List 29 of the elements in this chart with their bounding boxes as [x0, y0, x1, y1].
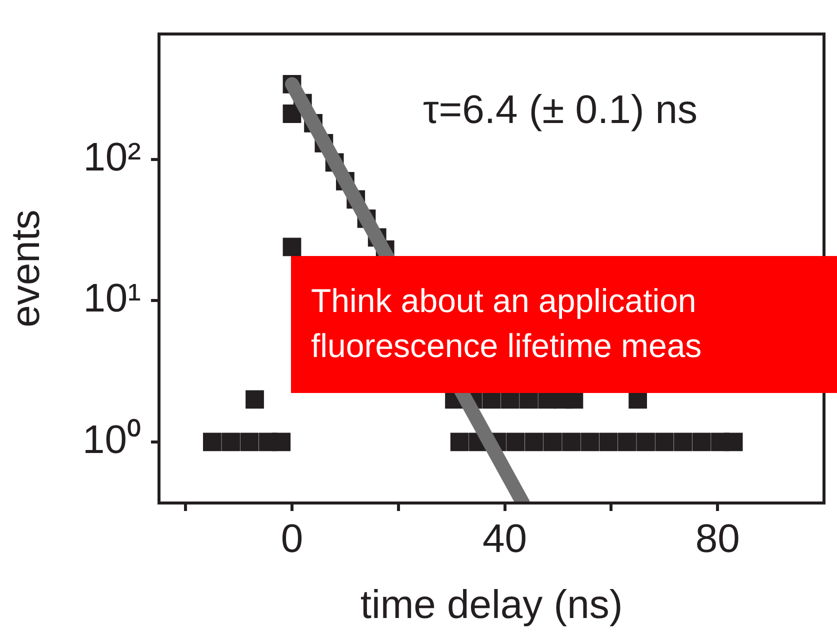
y-tick-label: 10² [83, 135, 141, 180]
point [524, 432, 544, 452]
point [655, 432, 674, 452]
point [450, 432, 469, 452]
point [599, 432, 618, 452]
point [222, 432, 240, 452]
point [562, 432, 580, 452]
y-tick-label: 10⁰ [82, 418, 141, 462]
point [543, 432, 562, 452]
point [618, 432, 636, 452]
x-tick-label: 40 [482, 517, 528, 562]
point [636, 432, 655, 452]
point [506, 432, 525, 452]
point [724, 432, 743, 452]
x-tick-label: 80 [695, 517, 740, 562]
point [203, 432, 222, 452]
point [692, 432, 711, 452]
point [246, 390, 264, 409]
x-axis-title: time delay (ns) [360, 583, 623, 628]
y-tick-label: 10¹ [83, 276, 141, 321]
annotation: τ=6.4 (± 0.1) ns [423, 88, 698, 133]
x-tick-label: 0 [280, 517, 304, 562]
point [282, 238, 302, 256]
point [240, 432, 259, 452]
point [580, 432, 600, 452]
annotation: Think about an application fluorescence lifetime meas [311, 281, 702, 366]
point [272, 432, 291, 452]
point [674, 432, 692, 452]
y-axis-title: events [4, 210, 48, 328]
